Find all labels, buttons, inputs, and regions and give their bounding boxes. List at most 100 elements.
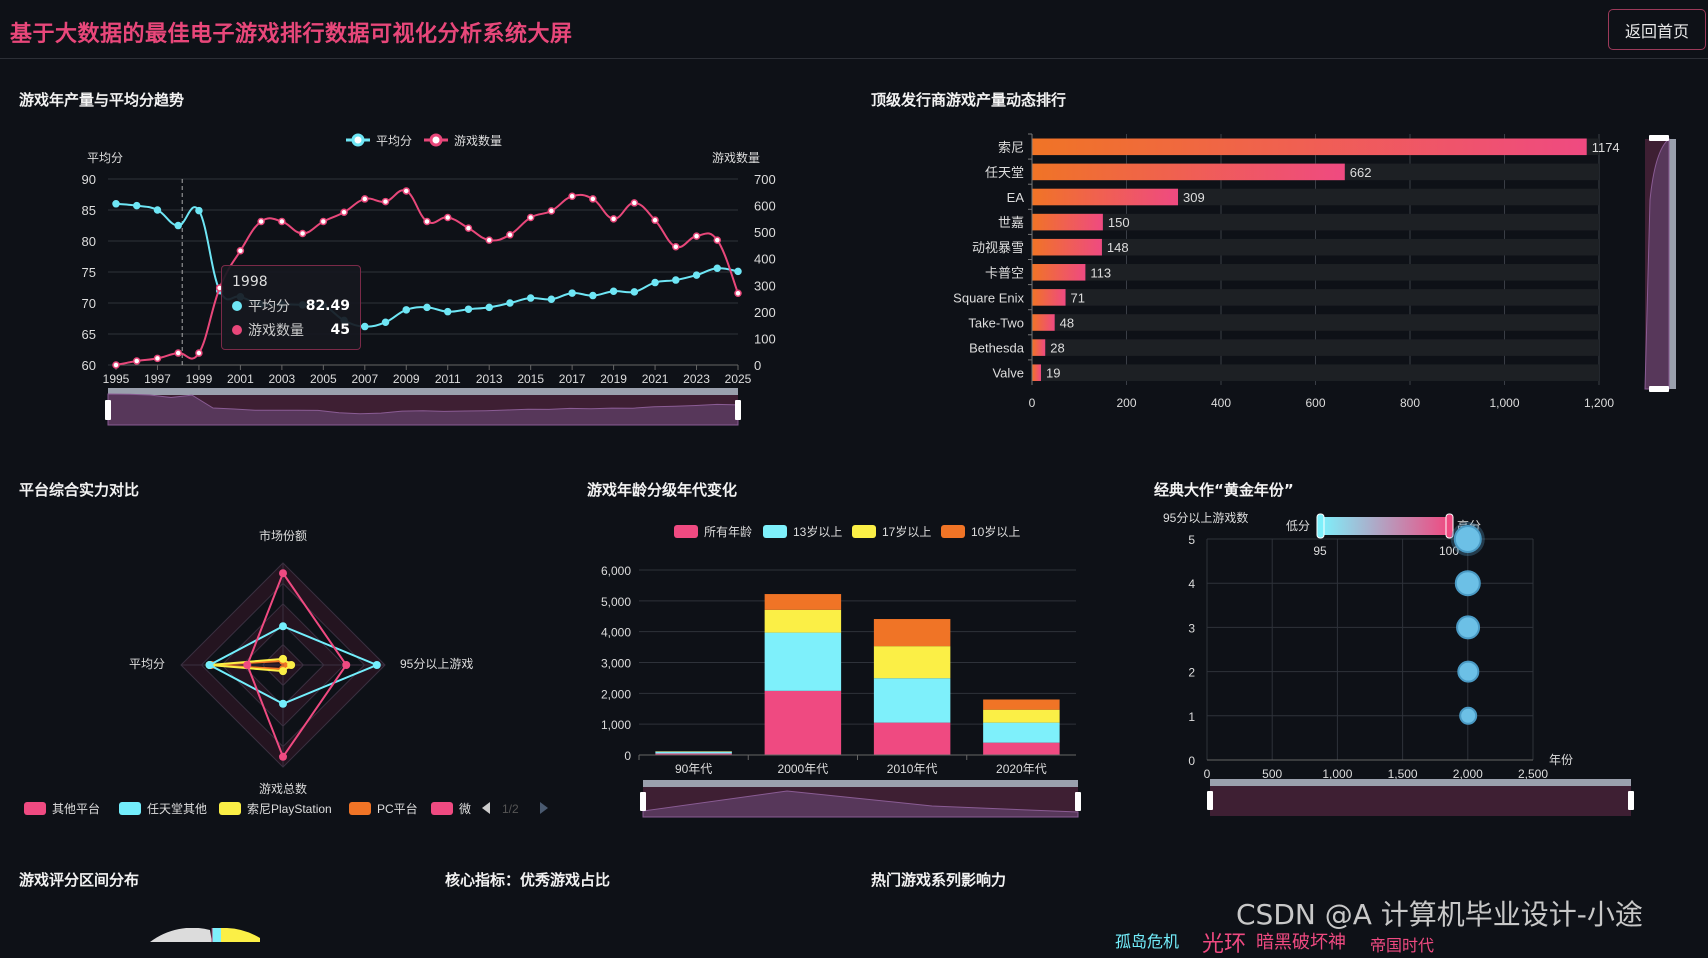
series-panel-title: 热门游戏系列影响力 (871, 869, 1006, 890)
radar-panel-title: 平台综合实力对比 (19, 479, 139, 500)
svg-text:60: 60 (82, 358, 96, 373)
svg-text:0: 0 (1188, 754, 1195, 768)
svg-text:游戏数量: 游戏数量 (712, 150, 760, 165)
svg-text:65: 65 (82, 327, 96, 342)
svg-text:75: 75 (82, 265, 96, 280)
svg-text:动视暴雪: 动视暴雪 (972, 240, 1024, 255)
svg-text:EA: EA (1007, 190, 1025, 205)
stack-segment (874, 723, 950, 755)
stack-segment (983, 700, 1059, 710)
svg-text:Take-Two: Take-Two (968, 316, 1024, 331)
svg-text:70: 70 (82, 296, 96, 311)
radar-legend-item: 索尼PlayStation (219, 802, 332, 816)
svg-text:2019: 2019 (600, 372, 627, 386)
svg-text:85: 85 (82, 203, 96, 218)
svg-text:平均分: 平均分 (129, 657, 165, 671)
stack-segment (765, 691, 841, 755)
word-cloud-item[interactable]: 帝国时代 (1370, 932, 1434, 956)
bar (1032, 339, 1045, 356)
svg-text:28: 28 (1050, 341, 1064, 356)
bar (1032, 189, 1178, 206)
svg-text:其他平台: 其他平台 (52, 801, 100, 816)
platform-radar-chart[interactable]: 市场份额95分以上游戏游戏总数平均分其他平台任天堂其他索尼PlayStation… (0, 510, 580, 830)
svg-text:市场份额: 市场份额 (259, 528, 307, 543)
trend-line-chart[interactable]: 平均分游戏数量平均分游戏数量60657075808590010020030040… (0, 120, 800, 430)
svg-text:2,000: 2,000 (1453, 767, 1483, 781)
radar-legend-item: PC平台 (349, 801, 418, 816)
svg-text:2001: 2001 (227, 372, 254, 386)
svg-text:4,000: 4,000 (601, 626, 631, 640)
word-cloud-item[interactable]: 孤岛危机 (1115, 928, 1179, 952)
svg-text:2010年代: 2010年代 (887, 762, 938, 776)
svg-text:90: 90 (82, 172, 96, 187)
svg-text:低分: 低分 (1286, 519, 1310, 533)
core-panel-title: 核心指标：优秀游戏占比 (445, 869, 610, 890)
radar-legend-item: 微 (431, 802, 471, 816)
svg-text:游戏数量: 游戏数量 (454, 133, 502, 148)
svg-text:48: 48 (1060, 316, 1074, 331)
svg-text:微: 微 (459, 802, 471, 816)
svg-text:2009: 2009 (393, 372, 420, 386)
scatter-point (1457, 616, 1479, 638)
svg-text:2005: 2005 (310, 372, 337, 386)
publisher-zoom-slider (1645, 135, 1676, 392)
svg-text:95分以上游戏数: 95分以上游戏数 (1163, 510, 1248, 525)
svg-text:100: 100 (754, 331, 776, 346)
stack-segment (765, 633, 841, 691)
legend-next-icon (540, 802, 548, 814)
svg-text:2015: 2015 (517, 372, 544, 386)
back-home-button[interactable]: 返回首页 (1608, 9, 1706, 50)
svg-text:1: 1 (1188, 710, 1195, 724)
svg-text:19: 19 (1046, 366, 1060, 381)
stack-segment (983, 723, 1059, 743)
svg-text:所有年龄: 所有年龄 (704, 525, 752, 539)
svg-text:PC平台: PC平台 (377, 801, 418, 816)
svg-text:1,000: 1,000 (1322, 767, 1352, 781)
svg-text:400: 400 (754, 252, 776, 267)
golden-year-scatter-chart[interactable]: 95分以上游戏数低分高分9510001234505001,0001,5002,0… (1120, 500, 1708, 830)
svg-text:Square Enix: Square Enix (953, 290, 1024, 305)
svg-text:2020年代: 2020年代 (996, 762, 1047, 776)
scatter-point (1456, 571, 1480, 595)
bar (1032, 289, 1066, 306)
svg-text:3,000: 3,000 (601, 657, 631, 671)
tooltip-row-count: 游戏数量 45 (232, 320, 350, 340)
dot-icon (232, 301, 242, 311)
score-distribution-pie-chart[interactable] (120, 928, 320, 942)
stack-segment (983, 710, 1059, 723)
bar (1032, 364, 1041, 381)
svg-text:309: 309 (1183, 190, 1205, 205)
svg-text:0: 0 (1029, 396, 1036, 410)
svg-text:113: 113 (1090, 265, 1111, 280)
svg-text:Bethesda: Bethesda (969, 341, 1025, 356)
scatter-point (1455, 526, 1481, 552)
svg-text:1999: 1999 (186, 372, 213, 386)
svg-text:2: 2 (1188, 666, 1195, 680)
svg-text:2017: 2017 (559, 372, 586, 386)
svg-text:6,000: 6,000 (601, 564, 631, 578)
scatter-point (1458, 662, 1478, 682)
svg-text:500: 500 (1262, 767, 1282, 781)
svg-text:索尼: 索尼 (998, 140, 1024, 155)
trend-panel-title: 游戏年产量与平均分趋势 (19, 89, 184, 110)
bar (1032, 214, 1103, 231)
visual-map-bar (1321, 517, 1449, 535)
legend-prev-icon (482, 802, 490, 814)
svg-text:662: 662 (1350, 165, 1372, 180)
svg-text:2003: 2003 (269, 372, 296, 386)
stack-segment (765, 594, 841, 610)
score-dist-panel-title: 游戏评分区间分布 (19, 869, 139, 890)
svg-text:2000年代: 2000年代 (778, 762, 829, 776)
trend-legend: 平均分游戏数量 (346, 133, 502, 148)
svg-text:2,500: 2,500 (1518, 767, 1548, 781)
bar (1032, 264, 1085, 281)
svg-text:1/2: 1/2 (502, 802, 519, 816)
stack-segment (874, 619, 950, 646)
stack-segment (655, 752, 731, 754)
svg-text:4: 4 (1188, 577, 1195, 591)
svg-text:2011: 2011 (435, 372, 461, 386)
svg-text:卡普空: 卡普空 (985, 265, 1024, 280)
svg-text:3: 3 (1188, 621, 1195, 635)
